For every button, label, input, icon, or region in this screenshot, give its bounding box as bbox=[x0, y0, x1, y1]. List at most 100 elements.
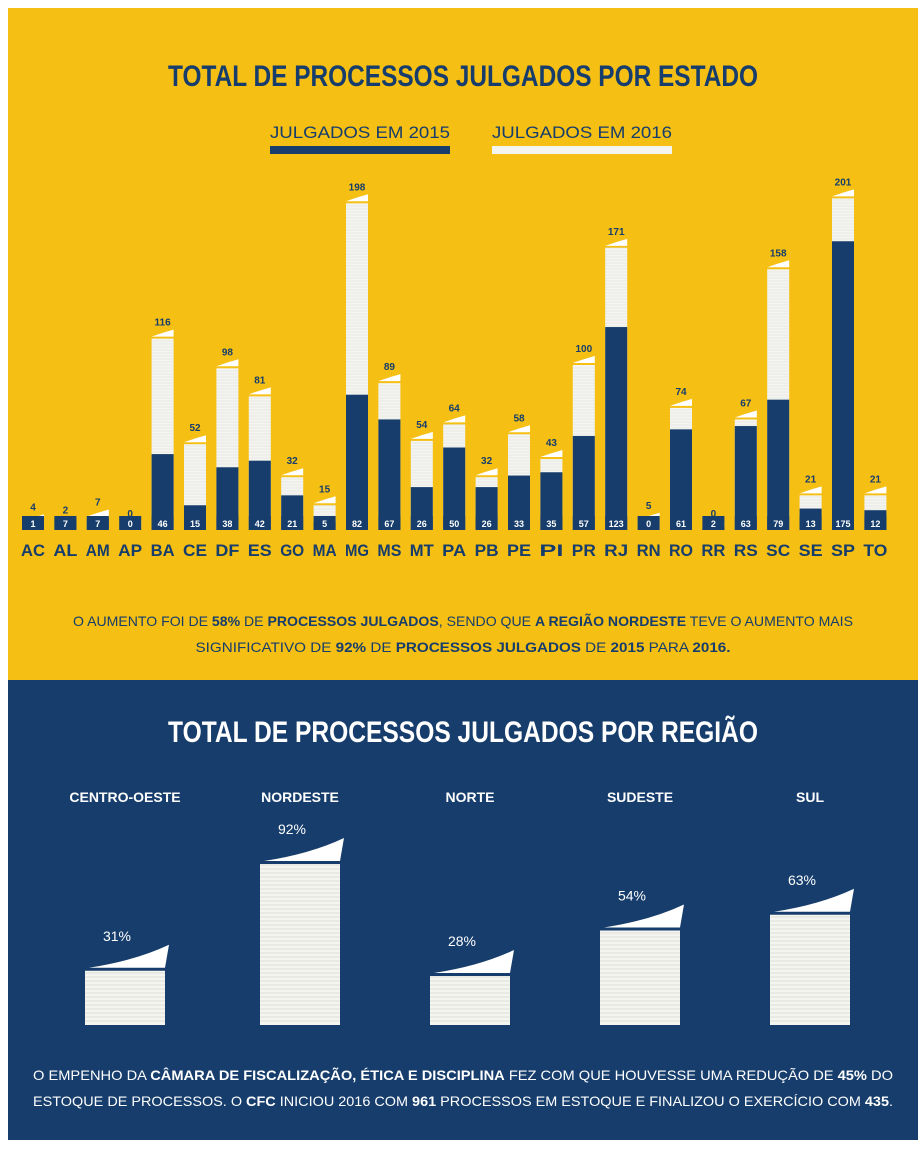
value-label-2016: 81 bbox=[254, 375, 266, 386]
paper-stack bbox=[430, 976, 510, 1025]
x-tick-label: RN bbox=[637, 541, 661, 560]
value-label-2015: 63 bbox=[741, 519, 751, 529]
note-segment: CÂMARA DE FISCALIZAÇÃO, ÉTICA E DISCIPLI… bbox=[150, 1066, 505, 1083]
note-segment: , SENDO QUE bbox=[439, 613, 535, 629]
value-label-2015: 57 bbox=[579, 519, 589, 529]
value-label-2015: 61 bbox=[676, 519, 686, 529]
value-label-2016: 89 bbox=[384, 362, 396, 373]
bar-2015 bbox=[378, 419, 400, 530]
x-tick-label: SC bbox=[766, 541, 790, 560]
note-segment: DE bbox=[366, 639, 396, 655]
value-label-2015: 12 bbox=[870, 519, 880, 529]
note-segment: 45% bbox=[838, 1067, 868, 1083]
x-tick-label: PR bbox=[572, 541, 596, 560]
x-tick-label: MG bbox=[345, 541, 369, 560]
value-label-2015: 46 bbox=[158, 519, 168, 529]
value-label-2016: 54 bbox=[416, 420, 428, 431]
legend-swatch bbox=[492, 146, 672, 154]
value-label: 31% bbox=[103, 928, 131, 944]
note-segment: 435 bbox=[865, 1093, 889, 1109]
value-label-2016: 4 bbox=[30, 502, 36, 513]
value-label-2016: 15 bbox=[319, 484, 331, 495]
value-label-2015: 13 bbox=[806, 519, 816, 529]
value-label-2015: 0 bbox=[128, 519, 133, 529]
bar-2015 bbox=[735, 426, 757, 530]
chart-title: TOTAL DE PROCESSOS JULGADOS POR REGIÃO bbox=[168, 715, 758, 749]
x-tick-label: GO bbox=[280, 541, 304, 560]
note-segment: 92% bbox=[336, 639, 367, 655]
value-label-2015: 35 bbox=[546, 519, 556, 529]
value-label-2015: 0 bbox=[646, 519, 651, 529]
value-label-2016: 171 bbox=[608, 227, 625, 238]
value-label-2015: 67 bbox=[384, 519, 394, 529]
value-label-2015: 21 bbox=[287, 519, 297, 529]
x-tick-label: SE bbox=[799, 541, 823, 560]
note-segment: O EMPENHO DA bbox=[33, 1067, 150, 1083]
x-tick-label: RR bbox=[701, 541, 725, 560]
legend-label: JULGADOS EM 2016 bbox=[492, 123, 672, 142]
value-label-2016: 21 bbox=[805, 474, 817, 485]
note-segment: SIGNIFICATIVO DE bbox=[196, 639, 336, 655]
value-label-2016: 5 bbox=[646, 501, 652, 512]
x-tick-label: AM bbox=[86, 541, 110, 560]
x-tick-label: TO bbox=[863, 541, 887, 560]
note-line: SIGNIFICATIVO DE 92% DE PROCESSOS JULGAD… bbox=[196, 639, 731, 655]
value-label-2016: 58 bbox=[513, 413, 525, 424]
infographic: TOTAL DE PROCESSOS JULGADOS POR ESTADO T… bbox=[0, 0, 918, 1151]
value-label-2015: 1 bbox=[30, 519, 35, 529]
value-label-2016: 21 bbox=[870, 474, 882, 485]
x-tick-label: RO bbox=[669, 541, 693, 560]
bar-2015 bbox=[767, 400, 789, 530]
value-label-2015: 79 bbox=[773, 519, 783, 529]
value-label-2016: 116 bbox=[155, 318, 172, 329]
note-segment: DE bbox=[240, 613, 267, 629]
value-label-2016: 52 bbox=[189, 423, 201, 434]
value-label-2016: 2 bbox=[63, 506, 69, 517]
value-label-2015: 175 bbox=[835, 519, 850, 529]
value-label-2016: 201 bbox=[835, 177, 852, 188]
x-tick-label: CE bbox=[183, 541, 207, 560]
bar-2015 bbox=[573, 436, 595, 530]
x-tick-label: AC bbox=[21, 541, 45, 560]
x-tick-label: PB bbox=[475, 541, 499, 560]
value-label: 28% bbox=[448, 933, 476, 949]
value-label-2016: 32 bbox=[481, 456, 493, 467]
value-label: 54% bbox=[618, 888, 646, 904]
bar-2015 bbox=[670, 429, 692, 530]
x-tick-label: AP bbox=[118, 541, 142, 560]
x-tick-label: MT bbox=[410, 541, 435, 560]
note-line: ESTOQUE DE PROCESSOS. O CFC INICIOU 2016… bbox=[33, 1093, 893, 1109]
note-segment: CFC bbox=[246, 1093, 276, 1109]
value-label-2015: 5 bbox=[322, 519, 327, 529]
x-tick-label: SP bbox=[831, 541, 855, 560]
value-label-2015: 42 bbox=[255, 519, 265, 529]
note-segment: PROCESSOS EM ESTOQUE E FINALIZOU O EXERC… bbox=[436, 1093, 865, 1109]
note-segment: INICIOU 2016 COM bbox=[276, 1093, 412, 1109]
value-label: 92% bbox=[278, 821, 306, 837]
value-label-2015: 38 bbox=[222, 519, 232, 529]
x-tick-label: MA bbox=[313, 541, 337, 560]
value-label-2016: 98 bbox=[222, 347, 234, 358]
x-tick-label: ES bbox=[248, 541, 272, 560]
paper-stack bbox=[770, 915, 850, 1025]
note-line: O AUMENTO FOI DE 58% DE PROCESSOS JULGAD… bbox=[73, 612, 853, 629]
note-segment: 58% bbox=[212, 613, 241, 629]
value-label-2015: 123 bbox=[609, 519, 624, 529]
value-label-2016: 158 bbox=[770, 248, 787, 259]
note-segment: ESTOQUE DE PROCESSOS. O bbox=[33, 1093, 246, 1109]
note-segment: PARA bbox=[644, 639, 692, 655]
value-label-2015: 33 bbox=[514, 519, 524, 529]
value-label-2016: 43 bbox=[546, 438, 558, 449]
x-tick-label: AL bbox=[53, 541, 77, 560]
value-label-2015: 50 bbox=[449, 519, 459, 529]
value-label-2016: 198 bbox=[349, 182, 366, 193]
value-label-2016: 100 bbox=[575, 344, 592, 355]
value-label-2015: 15 bbox=[190, 519, 200, 529]
x-tick-label: PA bbox=[442, 541, 466, 560]
note-segment: 2015 bbox=[611, 639, 645, 655]
value-label-2015: 2 bbox=[711, 519, 716, 529]
page: TOTAL DE PROCESSOS JULGADOS POR ESTADO T… bbox=[0, 0, 918, 1151]
note-segment: PROCESSOS JULGADOS bbox=[267, 613, 438, 629]
note-line: O EMPENHO DA CÂMARA DE FISCALIZAÇÃO, ÉTI… bbox=[33, 1066, 893, 1083]
value-label-2016: 64 bbox=[449, 403, 461, 414]
